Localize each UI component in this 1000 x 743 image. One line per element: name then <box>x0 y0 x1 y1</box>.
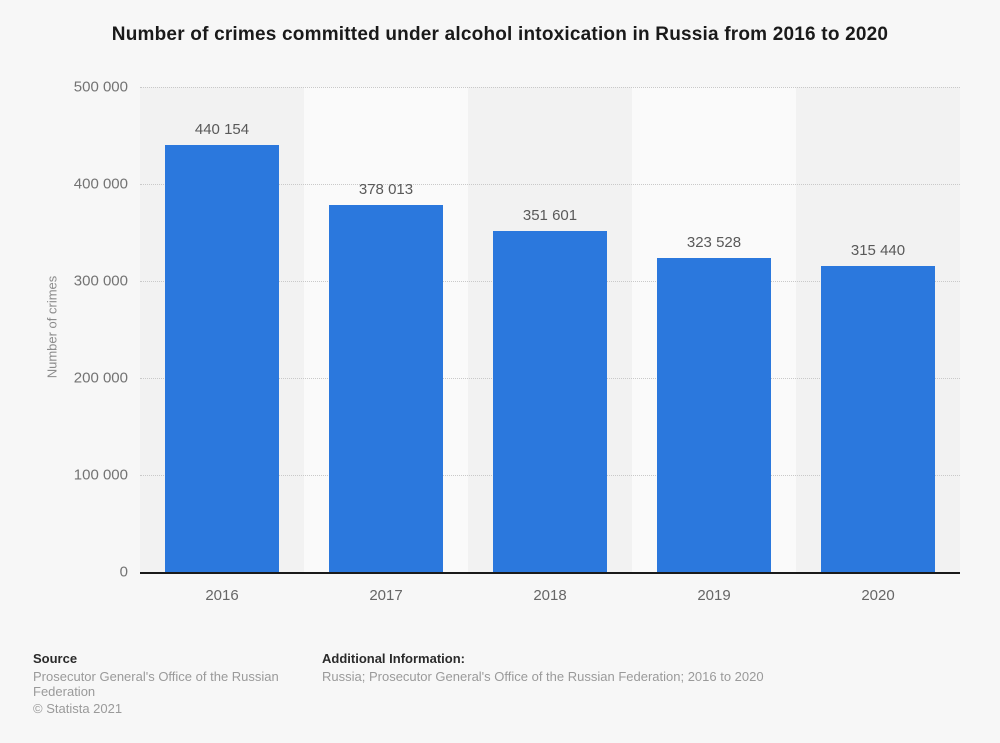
gridline-500000 <box>140 87 960 88</box>
gridline-400000 <box>140 184 960 185</box>
x-tick-label: 2019 <box>697 587 731 604</box>
source-text: Prosecutor General's Office of the Russi… <box>33 669 279 699</box>
bar-2020 <box>821 266 935 572</box>
bar-value-label: 323 528 <box>686 234 742 252</box>
y-tick-label: 300 000 <box>73 272 128 290</box>
bar-2017 <box>329 205 443 572</box>
source-heading: Source <box>33 651 78 666</box>
y-tick-label: 400 000 <box>73 175 128 193</box>
copyright-text: © Statista 2021 <box>33 701 123 716</box>
y-axis-label: Number of crimes <box>44 275 60 379</box>
y-tick-label: 500 000 <box>73 78 128 96</box>
x-tick-label: 2017 <box>369 587 403 604</box>
additional-information-heading: Additional Information: <box>322 651 465 666</box>
additional-information-block: Additional Information: Russia; Prosecut… <box>322 651 962 684</box>
bar-2018 <box>493 230 607 572</box>
y-tick-label: 200 000 <box>73 369 128 387</box>
bar-2016 <box>165 145 279 572</box>
bar-value-label: 378 013 <box>358 181 414 199</box>
bar-value-label: 315 440 <box>850 242 906 260</box>
plot-area: 0 100 000 200 000 300 000 400 000 500 000 440 … <box>74 79 960 604</box>
y-tick-label: 100 000 <box>73 466 128 484</box>
bar-value-label: 440 154 <box>194 121 250 139</box>
x-tick-label: 2018 <box>533 587 567 604</box>
y-tick-label: 0 <box>119 563 128 581</box>
x-tick-label: 2020 <box>861 587 895 604</box>
source-block: Source Prosecutor General's Office of th… <box>33 651 288 716</box>
bar-value-label: 351 601 <box>522 206 578 224</box>
chart-title: Number of crimes committed under alcohol… <box>111 24 889 45</box>
additional-information-text: Russia; Prosecutor General's Office of t… <box>322 669 764 684</box>
x-tick-label: 2016 <box>205 587 239 604</box>
bar-2019 <box>657 258 771 572</box>
